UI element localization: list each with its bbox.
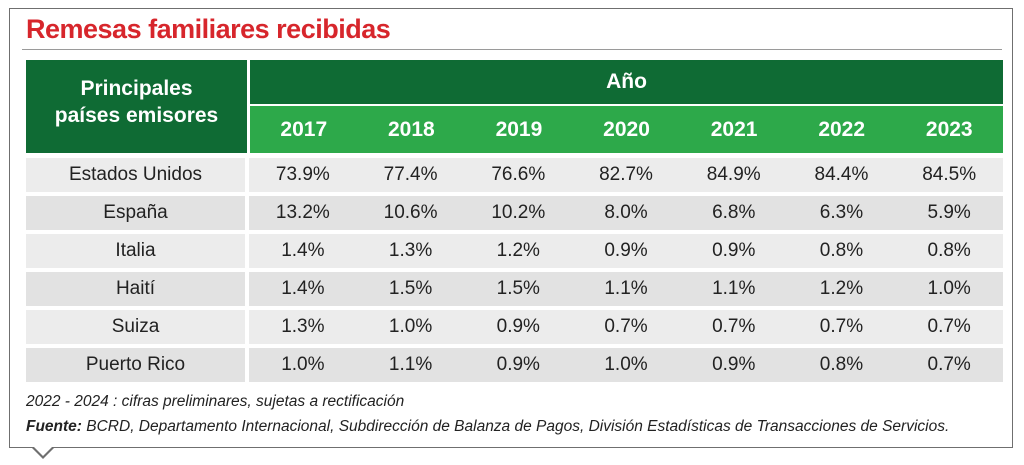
value-cell: 84.9% xyxy=(706,164,761,185)
value-cell: 1.5% xyxy=(496,278,540,299)
value-cell: 0.7% xyxy=(604,316,648,337)
value-cell: 82.7% xyxy=(599,164,653,185)
country-cell: Italia xyxy=(26,234,245,268)
value-cell: 6.3% xyxy=(819,202,864,223)
value-cell: 0.9% xyxy=(604,240,648,261)
value-cell: 0.9% xyxy=(712,354,756,375)
value-cell: 1.2% xyxy=(819,278,864,299)
source-footnote: Fuente: BCRD, Departamento Internacional… xyxy=(26,418,949,436)
table-row: Haití 1.4% 1.5% 1.5% 1.1% 1.1% 1.2% 1.0% xyxy=(26,272,1003,306)
data-table-body: Estados Unidos 73.9% 77.4% 76.6% 82.7% 8… xyxy=(26,158,1003,386)
year-header-cell: 2023 xyxy=(925,117,973,141)
year-header-cell: 2019 xyxy=(495,117,543,141)
value-cell: 1.0% xyxy=(927,278,971,299)
year-header-cell: 2020 xyxy=(603,117,650,141)
table-row: Suiza 1.3% 1.0% 0.9% 0.7% 0.7% 0.7% 0.7% xyxy=(26,310,1003,344)
value-cell: 0.9% xyxy=(496,316,540,337)
value-cell: 1.4% xyxy=(281,240,325,261)
value-cell: 0.8% xyxy=(819,240,864,261)
value-cell: 1.2% xyxy=(496,240,540,261)
value-cell: 84.5% xyxy=(922,164,977,185)
value-cell: 1.1% xyxy=(604,278,648,299)
value-cell: 0.9% xyxy=(496,354,540,375)
year-header-cell: 2021 xyxy=(710,117,758,141)
value-cell: 0.8% xyxy=(927,240,971,261)
column-header-line1: Principales xyxy=(80,76,193,100)
value-cell: 13.2% xyxy=(275,202,330,223)
value-cell: 0.7% xyxy=(927,354,971,375)
value-cell: 1.4% xyxy=(281,278,325,299)
value-cell: 1.5% xyxy=(388,278,433,299)
country-cell: España xyxy=(26,196,245,230)
value-cell: 8.0% xyxy=(604,202,648,223)
value-cell: 5.9% xyxy=(927,202,971,223)
value-cell: 0.7% xyxy=(712,316,756,337)
value-cell: 73.9% xyxy=(275,164,330,185)
value-cell: 0.8% xyxy=(819,354,864,375)
value-cell: 1.3% xyxy=(388,240,433,261)
country-cell: Suiza xyxy=(26,310,245,344)
column-header-line2: países emisores xyxy=(54,103,219,127)
table-row: Puerto Rico 1.0% 1.1% 0.9% 1.0% 0.9% 0.8… xyxy=(26,348,1003,382)
value-cell: 10.2% xyxy=(491,202,546,223)
value-cell: 0.7% xyxy=(927,316,971,337)
value-cell: 10.6% xyxy=(383,202,438,223)
source-label: Fuente: xyxy=(26,418,82,435)
value-cell: 6.8% xyxy=(712,202,756,223)
value-cell: 84.4% xyxy=(814,164,869,185)
country-cell: Haití xyxy=(26,272,245,306)
source-text: BCRD, Departamento Internacional, Subdir… xyxy=(81,418,950,435)
year-header-row: 2017 2018 2019 2020 2021 2022 2023 xyxy=(250,106,1003,153)
table-row: España 13.2% 10.6% 10.2% 8.0% 6.8% 6.3% … xyxy=(26,196,1003,230)
value-cell: 0.7% xyxy=(819,316,864,337)
country-cell: Estados Unidos xyxy=(26,158,245,192)
country-cell: Puerto Rico xyxy=(26,348,245,382)
value-cell: 76.6% xyxy=(491,164,546,185)
year-header-cell: 2017 xyxy=(280,117,328,141)
value-cell: 1.1% xyxy=(388,354,433,375)
value-cell: 1.0% xyxy=(604,354,648,375)
value-cell: 77.4% xyxy=(383,164,438,185)
countries-column-header: Principales países emisores xyxy=(26,60,247,153)
callout-pointer-fill xyxy=(33,446,53,456)
page-title: Remesas familiares recibidas xyxy=(26,14,391,44)
title-divider xyxy=(22,49,1002,50)
value-cell: 1.0% xyxy=(388,316,433,337)
table-row: Estados Unidos 73.9% 77.4% 76.6% 82.7% 8… xyxy=(26,158,1003,192)
table-row: Italia 1.4% 1.3% 1.2% 0.9% 0.9% 0.8% 0.8… xyxy=(26,234,1003,268)
year-group-header: Año xyxy=(250,60,1003,104)
preliminary-note: 2022 - 2024 : cifras preliminares, sujet… xyxy=(26,393,405,410)
value-cell: 1.1% xyxy=(712,278,756,299)
value-cell: 1.0% xyxy=(281,354,325,375)
year-header-cell: 2018 xyxy=(388,117,435,141)
value-cell: 1.3% xyxy=(281,316,325,337)
year-header-cell: 2022 xyxy=(818,117,866,141)
value-cell: 0.9% xyxy=(712,240,756,261)
